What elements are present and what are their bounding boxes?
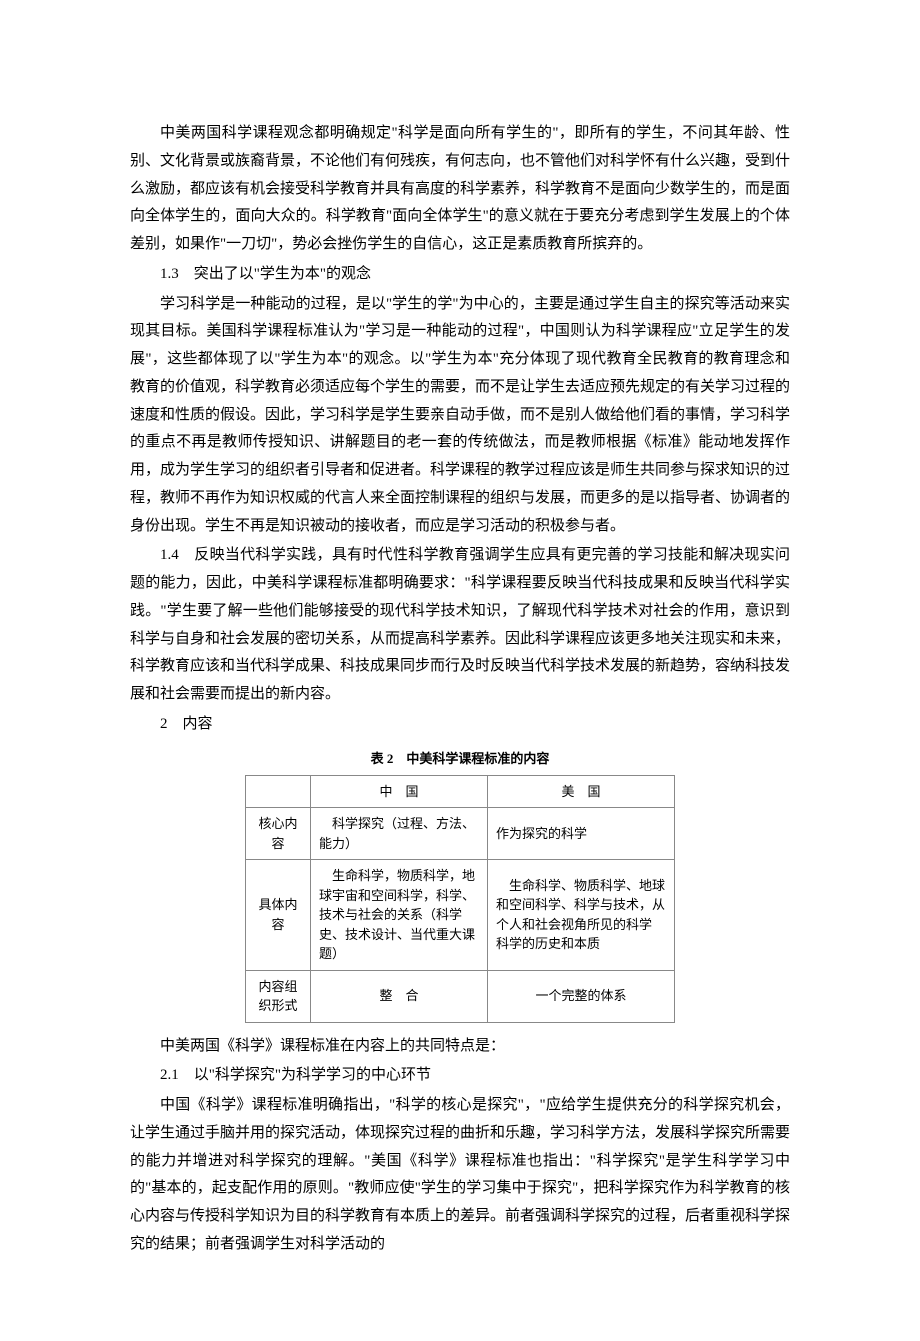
table-rowlabel: 具体内容 bbox=[246, 860, 311, 971]
section-1-3-heading: 1.3 突出了以"学生为本"的观念 bbox=[130, 261, 790, 289]
cell-text: 科学探究（过程、方法、能力） bbox=[319, 816, 475, 851]
table-row: 内容组织形式 整 合 一个完整的体系 bbox=[246, 970, 675, 1022]
section-2-1-body: 中国《科学》课程标准明确指出，"科学的核心是探究"，"应给学生提供充分的科学探究… bbox=[130, 1092, 790, 1259]
cell-text: 生命科学，物质科学，地球宇宙和空间科学，科学、技术与社会的关系（科学史、技术设计… bbox=[319, 868, 475, 961]
section-1-3-body: 学习科学是一种能动的过程，是以"学生的学"为中心的，主要是通过学生自主的探究等活… bbox=[130, 291, 790, 541]
table-rowlabel: 核心内容 bbox=[246, 808, 311, 860]
section-2-heading: 2 内容 bbox=[130, 711, 790, 739]
table-cell bbox=[246, 775, 311, 808]
table-cell: 科学探究（过程、方法、能力） bbox=[311, 808, 488, 860]
cell-text: 生命科学、物质科学、地球和空间科学、科学与技术，从个人和社会视角所见的科学 科学… bbox=[496, 878, 665, 952]
table-cell: 作为探究的科学 bbox=[488, 808, 675, 860]
table-rowlabel: 内容组织形式 bbox=[246, 970, 311, 1022]
table-caption: 表 2 中美科学课程标准的内容 bbox=[130, 747, 790, 771]
table-row: 具体内容 生命科学，物质科学，地球宇宙和空间科学，科学、技术与社会的关系（科学史… bbox=[246, 860, 675, 971]
table-header-cn: 中 国 bbox=[311, 775, 488, 808]
table-cell: 生命科学、物质科学、地球和空间科学、科学与技术，从个人和社会视角所见的科学 科学… bbox=[488, 860, 675, 971]
after-table-lead: 中美两国《科学》课程标准在内容上的共同特点是： bbox=[130, 1033, 790, 1061]
table-cell: 一个完整的体系 bbox=[488, 970, 675, 1022]
table-header-us: 美 国 bbox=[488, 775, 675, 808]
table-row: 中 国 美 国 bbox=[246, 775, 675, 808]
intro-paragraph: 中美两国科学课程观念都明确规定"科学是面向所有学生的"，即所有的学生，不问其年龄… bbox=[130, 120, 790, 259]
comparison-table: 中 国 美 国 核心内容 科学探究（过程、方法、能力） 作为探究的科学 具体内容… bbox=[245, 775, 675, 1023]
section-2-1-heading: 2.1 以"科学探究"为科学学习的中心环节 bbox=[130, 1062, 790, 1090]
table-cell: 生命科学，物质科学，地球宇宙和空间科学，科学、技术与社会的关系（科学史、技术设计… bbox=[311, 860, 488, 971]
table-row: 核心内容 科学探究（过程、方法、能力） 作为探究的科学 bbox=[246, 808, 675, 860]
table-cell: 整 合 bbox=[311, 970, 488, 1022]
section-1-4: 1.4 反映当代科学实践，具有时代性科学教育强调学生应具有更完善的学习技能和解决… bbox=[130, 542, 790, 709]
